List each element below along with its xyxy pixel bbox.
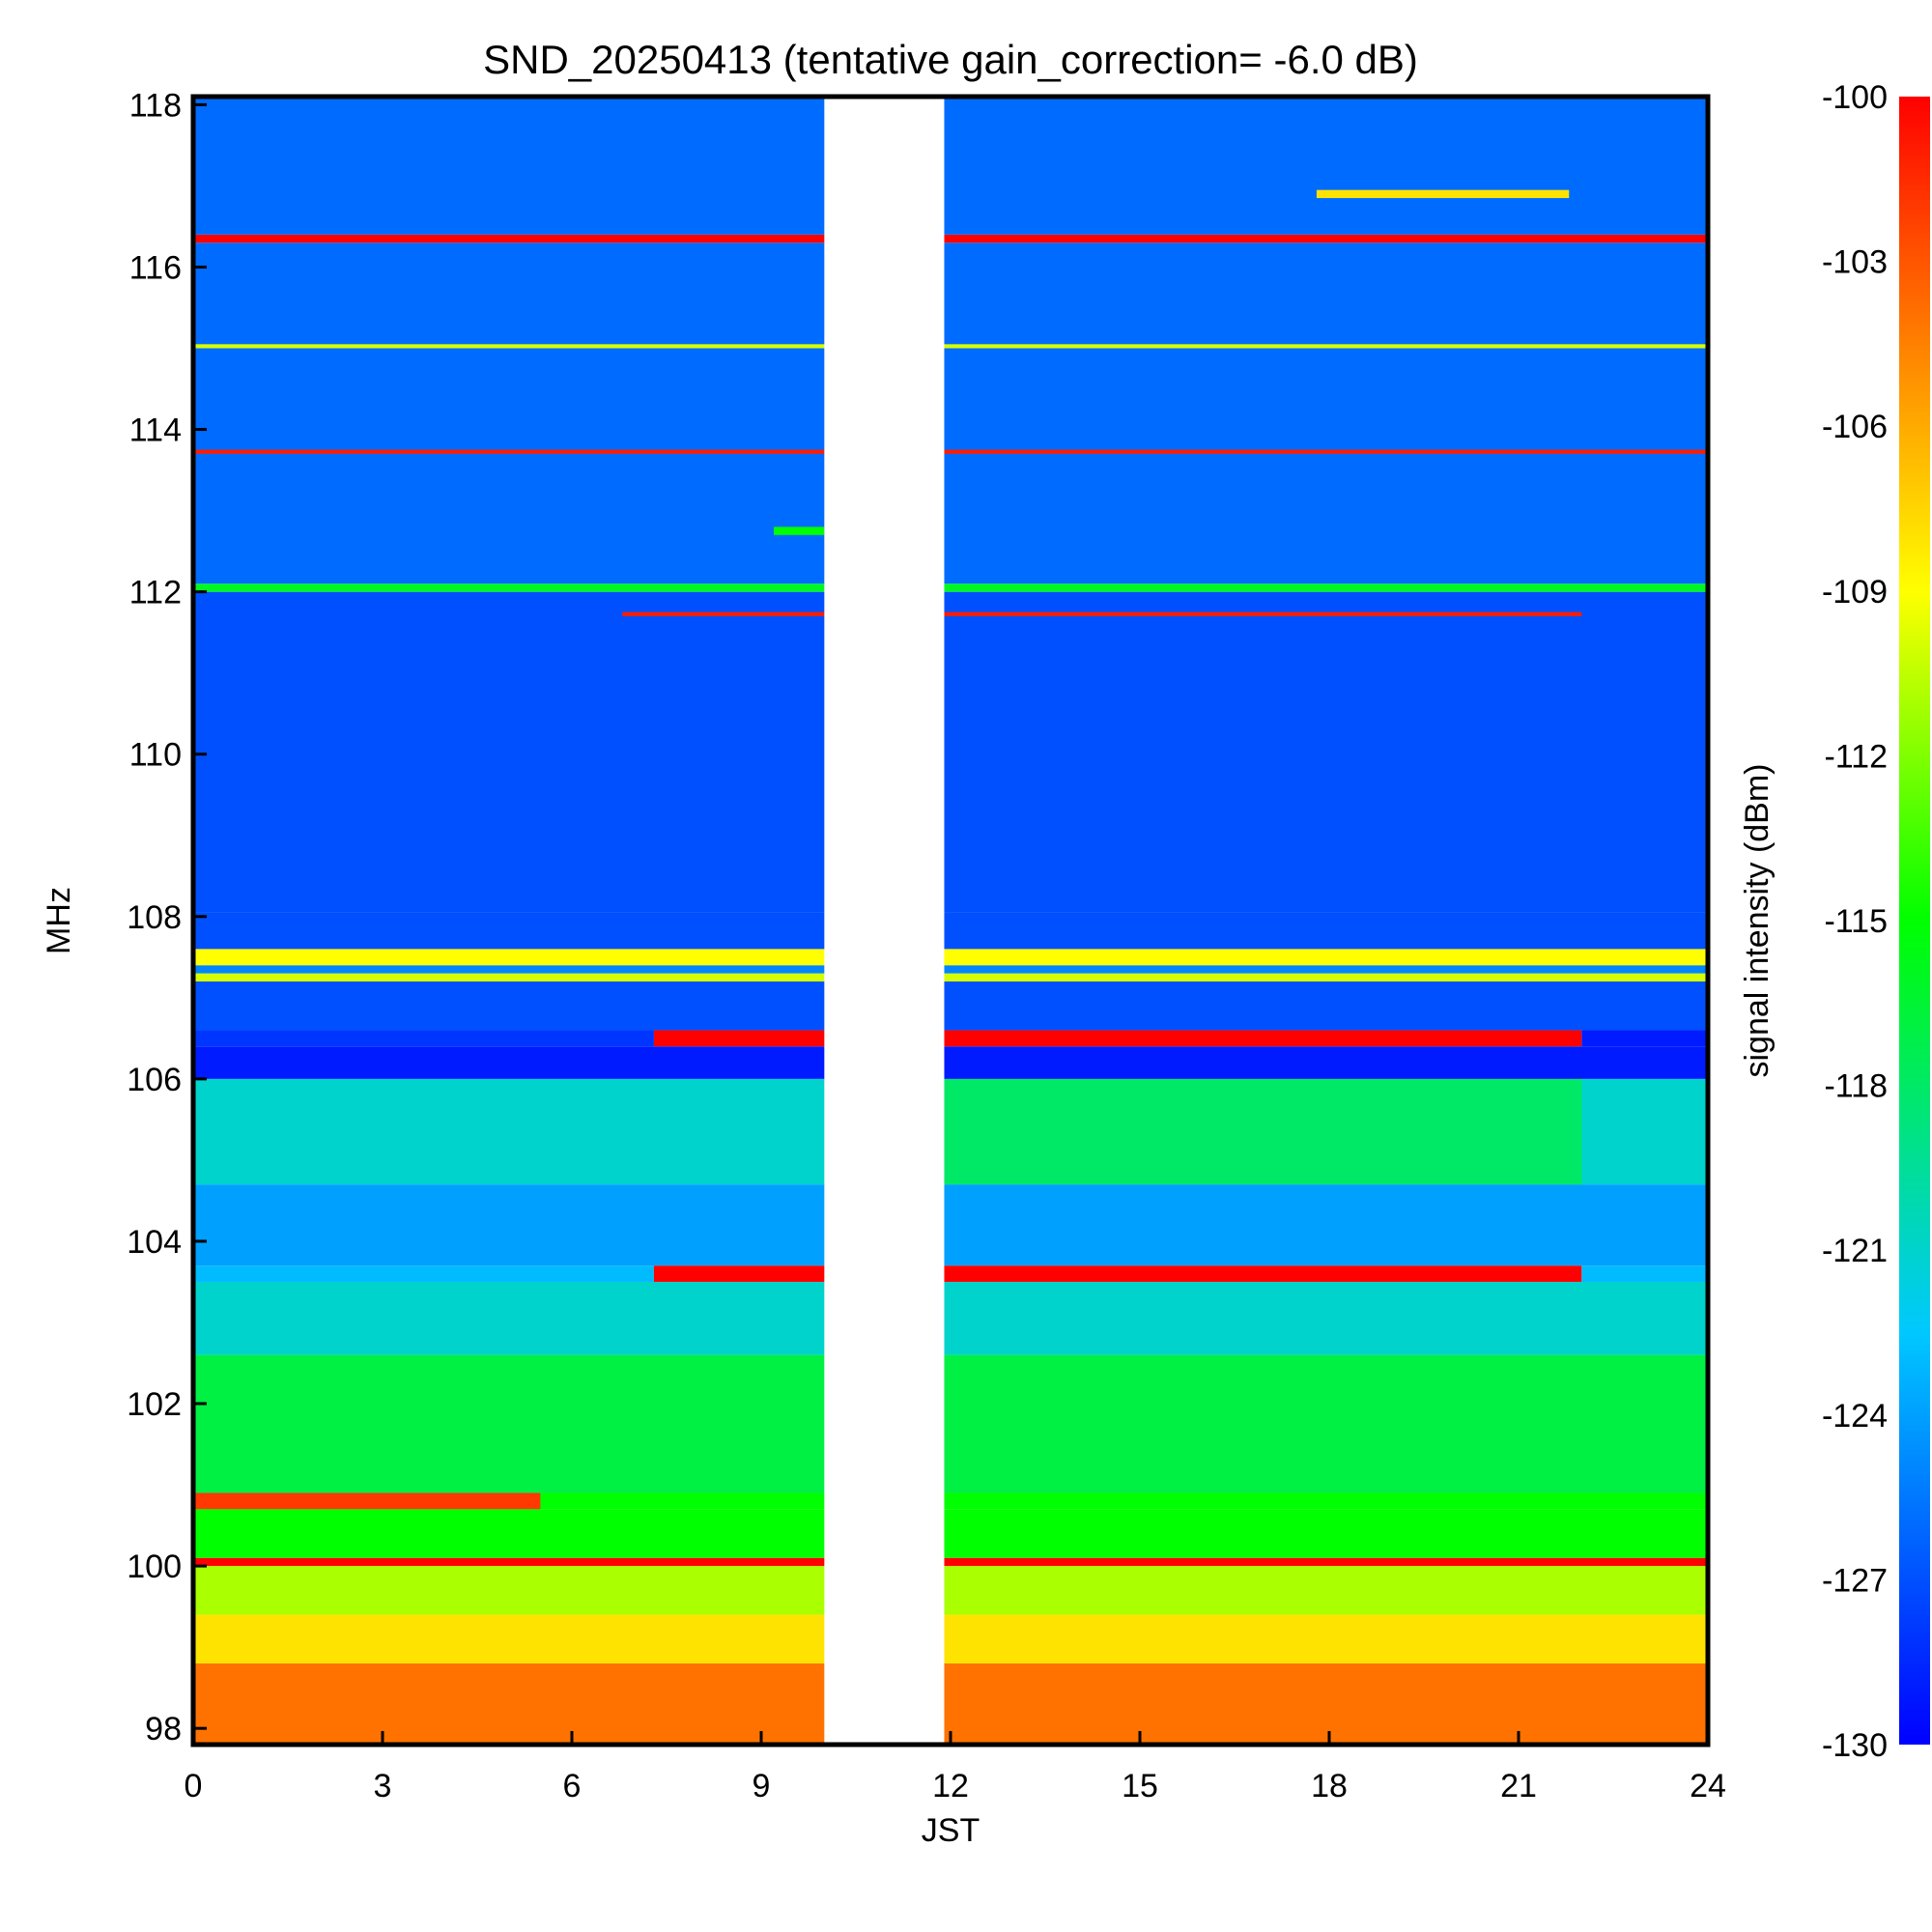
colorbar-tick-label: -112	[1824, 738, 1888, 775]
y-tick-label: 114	[129, 412, 182, 449]
heatmap-band-28	[193, 97, 1708, 235]
heatmap-band-21	[193, 965, 1708, 974]
y-tick-label: 112	[129, 575, 182, 611]
heatmap-band-31	[193, 449, 1708, 454]
y-axis: 98 100 102 104 106 108 110 112 114 116 118	[127, 87, 207, 1747]
x-tick-label: 18	[1311, 1768, 1348, 1804]
heatmap-band-26	[193, 242, 1708, 584]
heatmap-band-27	[193, 234, 1708, 243]
y-tick-label: 110	[129, 737, 182, 774]
heatmap-band-12	[193, 1184, 1708, 1266]
data-gap	[824, 97, 945, 1745]
heatmap-band-9	[193, 1265, 654, 1282]
y-tick-label: 118	[129, 87, 182, 124]
x-tick-label: 3	[374, 1768, 392, 1804]
heatmap-band-7	[193, 1354, 1708, 1493]
heatmap-band-30	[193, 344, 1708, 349]
heatmap-band-4	[193, 1509, 1708, 1558]
x-tick-label: 9	[753, 1768, 771, 1804]
chart-title: SND_20250413 (tentative gain_correction=…	[483, 37, 1418, 82]
y-tick-label: 98	[145, 1711, 182, 1747]
x-tick-label: 15	[1122, 1768, 1158, 1804]
x-axis-title: JST	[922, 1812, 980, 1849]
heatmap-band-20	[193, 973, 1708, 982]
heatmap-band-14	[944, 1078, 1582, 1185]
x-axis: 0 3 6 9 12 15 18 21 24	[185, 1731, 1726, 1804]
heatmap-band-17	[653, 1030, 1582, 1047]
heatmap-band-19	[193, 981, 1708, 1031]
x-tick-label: 24	[1690, 1768, 1726, 1804]
heatmap-band-32	[622, 611, 1582, 616]
y-tick-label: 106	[127, 1062, 182, 1098]
x-tick-label: 21	[1500, 1768, 1537, 1804]
heatmap-band-10	[653, 1265, 1582, 1282]
y-tick-label: 100	[127, 1548, 182, 1585]
colorbar-tick-label: -100	[1822, 79, 1888, 116]
y-tick-label: 104	[127, 1224, 182, 1261]
heatmap-band-23	[193, 912, 1708, 950]
heatmap-band-29	[1316, 189, 1570, 199]
y-tick-label: 102	[127, 1386, 182, 1423]
colorbar-tick-label: -106	[1822, 409, 1888, 445]
colorbar-tick-label: -121	[1822, 1233, 1888, 1269]
heatmap-band-11	[1581, 1265, 1708, 1282]
colorbar-tick-label: -118	[1824, 1068, 1888, 1105]
colorbar-tick-label: -109	[1822, 574, 1888, 611]
x-tick-label: 0	[185, 1768, 203, 1804]
data-gap-region	[824, 97, 945, 1745]
colorbar-tick-label: -115	[1824, 903, 1888, 940]
heatmap-plot-area	[193, 97, 1708, 1745]
heatmap-band-22	[193, 949, 1708, 966]
y-tick-label: 116	[129, 249, 182, 286]
colorbar-tick-label: -130	[1822, 1727, 1888, 1764]
colorbar	[1899, 97, 1930, 1745]
heatmap-band-3	[193, 1557, 1708, 1567]
heatmap-band-0	[193, 1662, 1708, 1745]
colorbar-tick-label: -103	[1822, 244, 1888, 281]
heatmap-band-2	[193, 1566, 1708, 1615]
colorbar-title: signal intensity (dBm)	[1739, 763, 1776, 1077]
heatmap-band-25	[193, 583, 1708, 592]
heatmap-band-33	[774, 526, 825, 535]
heatmap-band-24	[193, 591, 1708, 913]
colorbar-tick-label: -124	[1822, 1398, 1888, 1435]
heatmap-band-6	[193, 1492, 541, 1510]
heatmap-band-18	[1581, 1030, 1708, 1047]
y-axis-title: MHz	[41, 887, 77, 954]
heatmap-band-15	[193, 1046, 1708, 1079]
x-tick-label: 12	[932, 1768, 969, 1804]
heatmap-band-5	[193, 1492, 1708, 1510]
heatmap-band-8	[193, 1281, 1708, 1355]
colorbar-ticks: -100 -103 -106 -109 -112 -115 -118 -121 -124 -127…	[1822, 79, 1888, 1764]
x-tick-label: 6	[563, 1768, 582, 1804]
heatmap-band-16	[193, 1030, 654, 1047]
heatmap-band-1	[193, 1614, 1708, 1663]
colorbar-tick-label: -127	[1822, 1562, 1888, 1599]
y-tick-label: 108	[127, 899, 182, 936]
